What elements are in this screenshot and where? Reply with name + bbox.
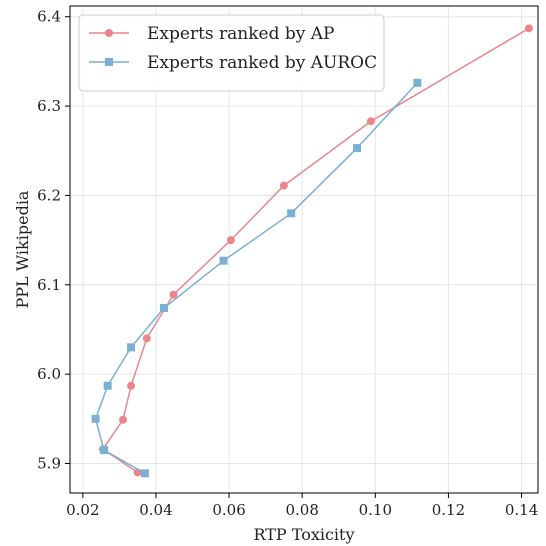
series-line: [94, 82, 418, 474]
data-point: [366, 117, 375, 126]
data-point: [169, 290, 178, 299]
data-point: [91, 414, 100, 423]
x-tick-label: 0.06: [212, 501, 245, 519]
series-line: [101, 27, 530, 474]
x-tick-label: 0.04: [139, 501, 172, 519]
y-tick-label: 6.0: [37, 365, 61, 383]
x-tick-label: 0.10: [359, 501, 392, 519]
tick-labels: 0.02 0.04 0.06 0.08 0.10 0.12 0.14 5.9 6.0 6.1 6.2…: [37, 8, 538, 519]
y-tick-label: 6.2: [37, 186, 61, 204]
data-point: [103, 381, 112, 390]
y-tick-label: 6.3: [37, 97, 61, 115]
x-axis-label: RTP Toxicity: [253, 525, 354, 544]
data-point: [353, 144, 362, 153]
legend-marker: [105, 58, 113, 66]
legend-box: [78, 14, 385, 92]
legend: Experts ranked by AP Experts ranked by AU…: [78, 14, 385, 92]
data-point: [219, 256, 228, 265]
data-point: [159, 304, 168, 313]
data-point: [413, 78, 422, 87]
y-tick-label: 6.1: [37, 276, 61, 294]
series-1: [98, 24, 533, 477]
data-point: [226, 236, 235, 245]
data-point: [119, 415, 128, 424]
data-point: [524, 24, 533, 33]
x-tick-label: 0.14: [505, 501, 538, 519]
data-point: [100, 446, 109, 455]
data-point: [287, 209, 296, 218]
legend-label: Experts ranked by AP: [147, 24, 335, 44]
legend-item: Experts ranked by AUROC: [89, 53, 377, 73]
y-tick-label: 6.4: [37, 8, 61, 26]
y-tick-label: 5.9: [37, 455, 61, 473]
data-point: [127, 381, 136, 390]
series-2: [91, 78, 422, 478]
legend-label: Experts ranked by AUROC: [147, 53, 377, 73]
x-tick-label: 0.02: [66, 501, 99, 519]
plot-frame: [69, 5, 539, 494]
legend-item: Experts ranked by AP: [89, 24, 335, 44]
series-layer: [91, 24, 533, 478]
data-point: [142, 334, 151, 343]
x-tick-label: 0.08: [285, 501, 318, 519]
axis-ticks: [65, 16, 523, 498]
data-point: [140, 469, 149, 478]
data-point: [279, 181, 288, 190]
legend-marker: [105, 29, 113, 37]
data-point: [127, 343, 136, 352]
x-tick-label: 0.12: [432, 501, 465, 519]
y-axis-label: PPL Wikipedia: [13, 190, 32, 308]
